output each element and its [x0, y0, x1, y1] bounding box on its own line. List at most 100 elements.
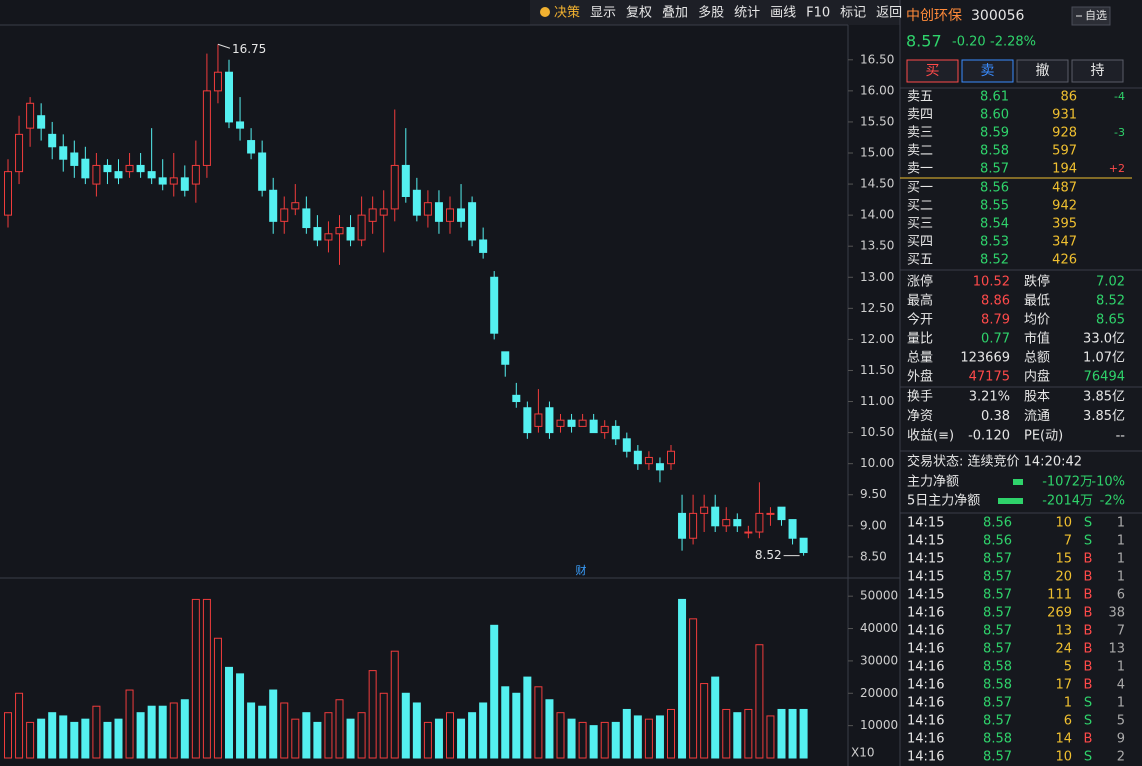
event-marker[interactable]: 财	[576, 563, 587, 577]
book-price: 8.61	[980, 90, 1009, 105]
volume-bar	[258, 705, 267, 759]
trade-button[interactable]	[1016, 59, 1069, 83]
volume-bar	[59, 715, 68, 759]
candle-body	[26, 102, 35, 129]
candle-body	[103, 164, 112, 173]
trade-price: 8.57	[983, 624, 1012, 639]
candle-body	[501, 351, 510, 365]
stock-name: 中创环保	[906, 8, 962, 24]
volume-bar	[4, 712, 12, 759]
stat-value: 10.52	[973, 275, 1010, 290]
toolbar-button[interactable]: 标记	[840, 6, 866, 21]
candle-body	[335, 227, 344, 235]
book-price: 8.55	[980, 199, 1009, 214]
stat-label: 流通	[1024, 409, 1050, 424]
volume-bar	[777, 708, 786, 759]
toolbar-button[interactable]: 多股	[698, 5, 724, 21]
candle-body	[158, 177, 167, 185]
trade-volume: 111	[1047, 588, 1072, 603]
stat-value: 3.85亿	[1083, 409, 1125, 424]
book-label: 买一	[907, 181, 933, 196]
book-volume: 426	[1052, 253, 1077, 268]
stat-value: 3.21%	[969, 390, 1010, 405]
flow-label: 5日主力净额	[907, 494, 980, 509]
book-volume: 395	[1052, 217, 1077, 232]
candle-body	[644, 456, 653, 465]
toolbar-button[interactable]: 返回	[876, 6, 902, 21]
stat-label: 涨停	[907, 274, 933, 290]
stat-label: 内盘	[1024, 369, 1050, 385]
trade-time: 14:16	[907, 606, 944, 621]
candle-body	[70, 152, 79, 166]
toolbar-button[interactable]: F10	[806, 6, 830, 21]
toolbar-button[interactable]: 决策	[554, 5, 580, 21]
trade-volume: 24	[1055, 642, 1072, 657]
volume-bar	[600, 721, 609, 759]
trade-button-label[interactable]: 买	[926, 63, 940, 79]
volume-bar	[446, 712, 454, 759]
trade-button[interactable]	[961, 59, 1014, 83]
candle-body	[468, 202, 477, 241]
volume-bar	[92, 705, 101, 759]
toolbar-button[interactable]: 统计	[734, 6, 760, 21]
volume-bar	[158, 705, 167, 759]
volume-bar	[291, 718, 300, 759]
trade-count: 13	[1108, 642, 1125, 657]
candle-body	[700, 506, 709, 514]
toolbar-button[interactable]: 叠加	[662, 6, 688, 21]
volume-bar	[324, 712, 333, 759]
trade-time: 14:16	[907, 678, 944, 693]
trade-button[interactable]	[906, 59, 959, 83]
volume-bar	[788, 708, 797, 759]
trade-price: 8.57	[983, 570, 1012, 585]
toolbar-button[interactable]: 显示	[590, 6, 616, 21]
high-label: 16.75	[232, 42, 266, 56]
candle-body	[611, 425, 620, 440]
candle-body	[412, 189, 421, 216]
book-delta: +2	[1109, 162, 1125, 175]
trade-time: 14:15	[907, 588, 944, 603]
stat-value: 123669	[960, 351, 1010, 366]
trade-volume: 17	[1055, 678, 1072, 693]
toolbar-button[interactable]: 画线	[770, 6, 796, 21]
stat-label: 量比	[907, 332, 933, 347]
watch-button[interactable]	[1071, 6, 1111, 26]
candle-body	[48, 133, 57, 148]
stat-value: 76494	[1084, 370, 1125, 385]
volume-bar	[799, 708, 808, 759]
volume-tick-label: 30000	[860, 653, 898, 667]
volume-bar	[501, 686, 510, 759]
candle-body	[147, 171, 156, 179]
candle-body	[202, 90, 211, 166]
candle-body	[225, 71, 233, 123]
candle-body	[15, 133, 24, 173]
trade-button[interactable]	[1071, 59, 1124, 83]
trade-button-label[interactable]: 持	[1091, 63, 1105, 79]
volume-bar	[346, 718, 355, 759]
candle-body	[357, 214, 366, 241]
trade-volume: 20	[1055, 570, 1072, 585]
volume-bar	[589, 725, 598, 759]
stat-value: 8.65	[1096, 313, 1125, 328]
trade-side: B	[1084, 678, 1093, 693]
toolbar-button[interactable]: 复权	[626, 5, 652, 21]
trade-time: 14:16	[907, 732, 944, 747]
candle-body	[744, 531, 753, 534]
volume-bar	[678, 598, 687, 759]
change: -0.20	[952, 35, 986, 50]
book-volume: 487	[1052, 181, 1077, 196]
trade-button-label[interactable]: 卖	[981, 63, 995, 79]
candle-body	[434, 202, 443, 222]
y-tick-label: 15.00	[860, 145, 894, 159]
trade-count: 1	[1117, 696, 1125, 711]
watch-button-label[interactable]: 自选	[1085, 9, 1107, 22]
trade-price: 8.57	[983, 642, 1012, 657]
trade-price: 8.57	[983, 588, 1012, 603]
volume-bar	[512, 692, 521, 759]
trade-button-label[interactable]: 撤	[1036, 63, 1050, 79]
candle-body	[401, 164, 410, 197]
volume-tick-label: 20000	[860, 686, 898, 700]
candle-body	[490, 276, 499, 334]
volume-bar	[390, 650, 399, 759]
trade-volume: 269	[1047, 606, 1072, 621]
